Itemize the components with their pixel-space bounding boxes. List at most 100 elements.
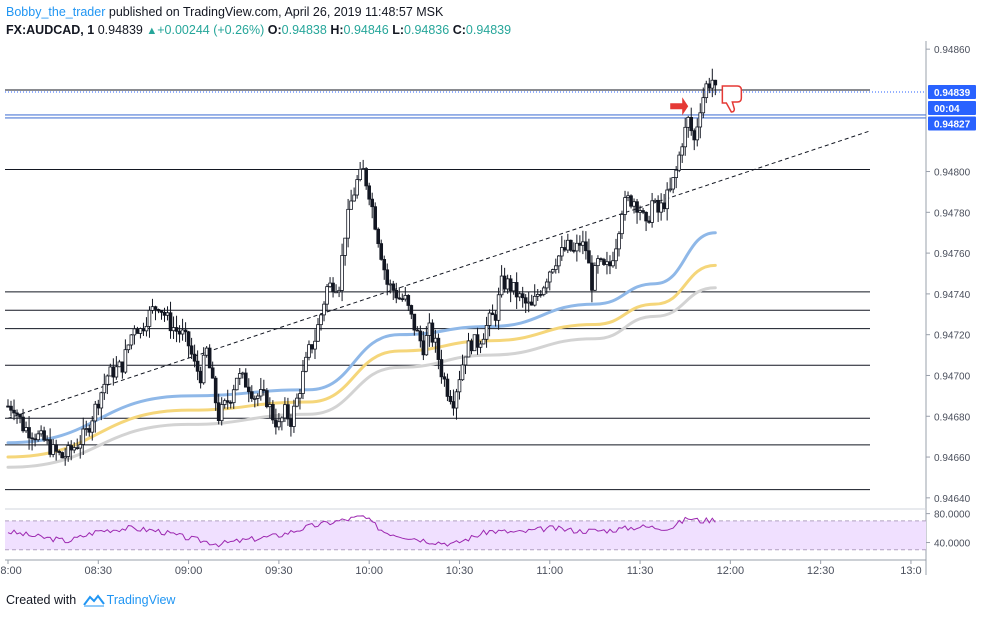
candle-body (499, 275, 504, 296)
candle (523, 294, 528, 314)
candle (156, 308, 161, 314)
price-tick-label: 0.94700 (934, 371, 971, 382)
candle-body (307, 344, 311, 358)
candle (283, 397, 287, 423)
candle (81, 417, 86, 456)
candle-body (563, 247, 567, 251)
candle-body (280, 417, 284, 423)
candle (701, 87, 706, 118)
candle-body (602, 259, 606, 265)
candle (436, 333, 441, 370)
candle (584, 231, 588, 260)
candle-body (560, 247, 564, 257)
candle-body (213, 377, 218, 404)
candle (493, 310, 498, 327)
candle-body (406, 295, 411, 306)
candle-body (99, 392, 104, 409)
time-axis[interactable]: 08:00 08:30 09:00 09:30 10:00 10:30 11:00 11:30… (0, 560, 922, 577)
candle-body (304, 356, 308, 372)
candle (234, 377, 239, 391)
candle-body (256, 395, 260, 399)
candle-body (316, 324, 320, 342)
candle-body (433, 337, 438, 343)
candle (547, 270, 552, 291)
candle-body (421, 340, 426, 356)
candle-body (418, 330, 423, 342)
rsi-pane[interactable]: 80.0000 40.0000 (5, 510, 971, 551)
price-axis[interactable]: 0.94860 0.94800 0.94780 0.94760 0.94740 0.947… (926, 45, 971, 505)
candle (129, 334, 134, 350)
candle-body (198, 370, 203, 384)
candle-body (174, 327, 179, 332)
candle-body (463, 356, 468, 366)
candle-body (487, 312, 492, 326)
candle-body (150, 306, 155, 311)
symbol-label[interactable]: FX:AUDCAD, 1 (6, 23, 95, 37)
candle-body (90, 420, 95, 433)
candle (572, 242, 576, 254)
candle-body (674, 169, 678, 178)
candle-body (141, 328, 146, 332)
candle (219, 397, 224, 426)
candle-body (153, 306, 158, 310)
candle (195, 350, 200, 381)
candle (544, 278, 549, 294)
candle-body (620, 214, 624, 235)
candle (183, 322, 188, 342)
candle-body (298, 393, 302, 399)
thumbs-down-icon (721, 85, 743, 113)
candle-body (569, 239, 573, 251)
candle-body (439, 359, 444, 378)
candle-body (650, 200, 654, 223)
candle-body (385, 269, 390, 285)
candle-body (566, 239, 570, 251)
candle (677, 151, 681, 173)
candle-body (81, 428, 86, 445)
candle (99, 391, 104, 421)
candle (484, 316, 489, 348)
time-tick-label: 08:30 (85, 565, 113, 577)
candle-body (123, 349, 128, 373)
candle-body (60, 452, 64, 459)
candle-body (292, 405, 296, 427)
candle-body (237, 373, 242, 379)
candle (557, 255, 561, 274)
candle-body (39, 430, 43, 435)
candle-body (186, 331, 191, 347)
candle-body (614, 248, 618, 262)
price-tick-label: 0.94860 (934, 45, 971, 56)
candle-body (322, 303, 326, 316)
candle-body (301, 370, 305, 394)
candle (662, 193, 666, 213)
candle (605, 251, 609, 275)
candle-body (343, 237, 347, 256)
candle (15, 409, 19, 424)
annotations[interactable] (670, 85, 743, 116)
time-tick-label: 11:30 (627, 565, 654, 577)
rsi-tick-label: 80.0000 (934, 510, 971, 521)
candle-body (626, 195, 630, 199)
thumbs-down-shape (721, 85, 743, 113)
candle-body (692, 130, 697, 141)
candle-body (677, 154, 681, 171)
candle (623, 190, 627, 221)
candle-body (114, 366, 119, 378)
candle-body (659, 202, 663, 213)
candle-body (370, 198, 374, 208)
candle (346, 198, 350, 248)
tradingview-link[interactable]: TradingView (106, 593, 176, 607)
created-with-text: Created with (6, 593, 77, 607)
candle-body (352, 194, 356, 202)
author-link[interactable]: Bobby_the_trader (6, 5, 106, 19)
candle-body (48, 439, 52, 455)
price-tick-label: 0.94640 (934, 494, 971, 505)
candle (349, 189, 353, 210)
candle-body (222, 400, 227, 405)
candle (358, 162, 362, 182)
candle (391, 280, 396, 300)
candle-body (319, 314, 323, 326)
candle (578, 235, 582, 253)
main-pane[interactable] (5, 41, 927, 575)
footer: Created with TradingView (6, 593, 175, 607)
